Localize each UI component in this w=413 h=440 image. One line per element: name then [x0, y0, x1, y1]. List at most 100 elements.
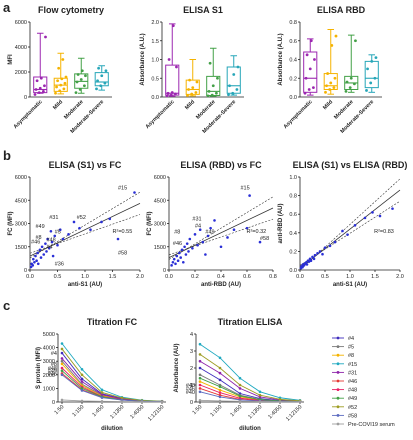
series-line [61, 399, 163, 403]
data-point [198, 380, 202, 383]
data-point [354, 39, 357, 43]
titration_elisa-y-tick-label: 1 [190, 383, 193, 389]
titration_elisa-xlabel: dilution [239, 426, 261, 432]
titration_fc-series-3 [60, 342, 164, 403]
fc_box-box-1 [53, 52, 68, 95]
data-point [36, 251, 39, 255]
data-point [64, 75, 68, 79]
titration_fc-series-label: #46 [48, 371, 57, 377]
rbd_box-box-1 [323, 29, 338, 95]
rbd_vs_fc-title: ELISA (RBD) vs FC [180, 160, 262, 170]
legend-label: #4 [348, 336, 354, 342]
data-point [218, 395, 222, 399]
data-point [120, 396, 124, 400]
series-line [61, 348, 163, 402]
rbd_vs_fc-ci-lower [168, 218, 274, 256]
data-point [78, 226, 81, 230]
data-point [311, 255, 314, 259]
data-point [226, 236, 229, 239]
data-point [341, 229, 344, 233]
data-point [174, 262, 177, 266]
s1_vs_fc-x-tick-label: 0.5 [54, 274, 62, 280]
fc_box-y-tick-label: 4000 [15, 45, 27, 51]
rbd_vs_fc-y-tick-label: 4500 [154, 198, 166, 204]
data-point [188, 237, 192, 241]
titration_fc-series-label: #48 [48, 366, 57, 372]
data-point [47, 247, 51, 250]
data-point [344, 89, 348, 93]
rbd_vs_fc-point-label: #49 [205, 230, 214, 236]
legend-swatch-marker [336, 362, 340, 366]
s1_vs_rbd-y-tick-label: 0.0 [289, 268, 297, 274]
titration_elisa-series-8 [198, 353, 302, 403]
data-point [167, 58, 171, 61]
data-point [198, 342, 202, 346]
data-point [218, 378, 222, 382]
data-point [175, 65, 178, 69]
s1_box-title: ELISA S1 [183, 5, 223, 15]
titration_elisa-series-label: #48 [186, 383, 195, 389]
panel-letter-b: b [3, 148, 11, 163]
data-point [171, 24, 175, 28]
legend-label: Pre-COVI19 serum [348, 422, 395, 428]
s1_vs_fc-point-label: #5 [55, 230, 61, 236]
legend-item: #5 [332, 345, 354, 351]
data-point [160, 400, 164, 404]
rbd_box-y-tick-label: 0.8 [289, 20, 297, 26]
titration_elisa-x-tick-label: 1:12150 [285, 404, 303, 422]
data-point [61, 237, 65, 241]
s1_box-y-tick-label: 0.5 [151, 76, 159, 82]
titration_elisa-x-tick-label: 1:450 [229, 404, 243, 418]
data-point [213, 219, 216, 222]
data-point [40, 245, 44, 249]
titration_elisa-y-tick-label: 3 [190, 349, 193, 355]
s1_vs_fc-ylabel: FC (MFI) [8, 212, 14, 236]
data-point [307, 260, 311, 263]
fc_box-title: Flow cytometry [38, 5, 104, 15]
data-point [58, 89, 62, 93]
data-point [303, 91, 307, 95]
legend-swatch-marker [336, 422, 340, 426]
legend-swatch-marker [336, 396, 340, 400]
s1_vs_rbd-chart: ELISA (S1) vs ELISA (RBD) 0.0 0.2 0.4 0.6 0.8… [278, 160, 407, 288]
s1_vs_rbd-x-tick-label: 0.5 [321, 274, 329, 280]
box-iqr [323, 73, 338, 90]
data-point [54, 91, 57, 95]
s1_vs_rbd-y-tick-label: 0.2 [289, 249, 297, 255]
data-point [304, 76, 308, 80]
data-point [80, 377, 84, 381]
legend-swatch-marker [336, 379, 340, 383]
data-point [258, 393, 262, 397]
data-point [370, 59, 374, 63]
data-point [191, 86, 195, 90]
data-point [218, 356, 222, 360]
data-point [307, 88, 311, 91]
data-point [38, 86, 42, 90]
data-point [100, 396, 104, 399]
data-point [180, 248, 184, 252]
legend-label: #52 [348, 405, 357, 411]
rbd_box-title: ELISA RBD [317, 5, 366, 15]
rbd_box-category-label: Asymptomatic [283, 99, 314, 130]
data-point [209, 226, 212, 230]
data-point [57, 66, 61, 70]
data-point [97, 66, 101, 70]
titration_elisa-ylabel: Absorbance (AU) [174, 343, 180, 392]
data-point [60, 362, 64, 366]
legend-label: #49 [348, 396, 357, 402]
data-point [50, 240, 54, 244]
s1_vs_rbd-x-tick-label: 2.0 [396, 274, 404, 280]
data-point [60, 369, 64, 373]
data-point [198, 383, 202, 387]
data-point [204, 253, 207, 256]
data-point [235, 88, 239, 91]
data-point [51, 254, 55, 258]
rbd_box-ylabel: Absorbance (A.U.) [278, 33, 284, 85]
s1_vs_fc-y-tick-label: 6000 [15, 175, 27, 181]
data-point [345, 80, 349, 84]
rbd_vs_fc-ylabel: FC (MFI) [147, 212, 153, 236]
data-point [55, 85, 58, 89]
s1_vs_rbd-y-tick-label: 0.8 [289, 194, 297, 200]
data-point [84, 74, 87, 78]
